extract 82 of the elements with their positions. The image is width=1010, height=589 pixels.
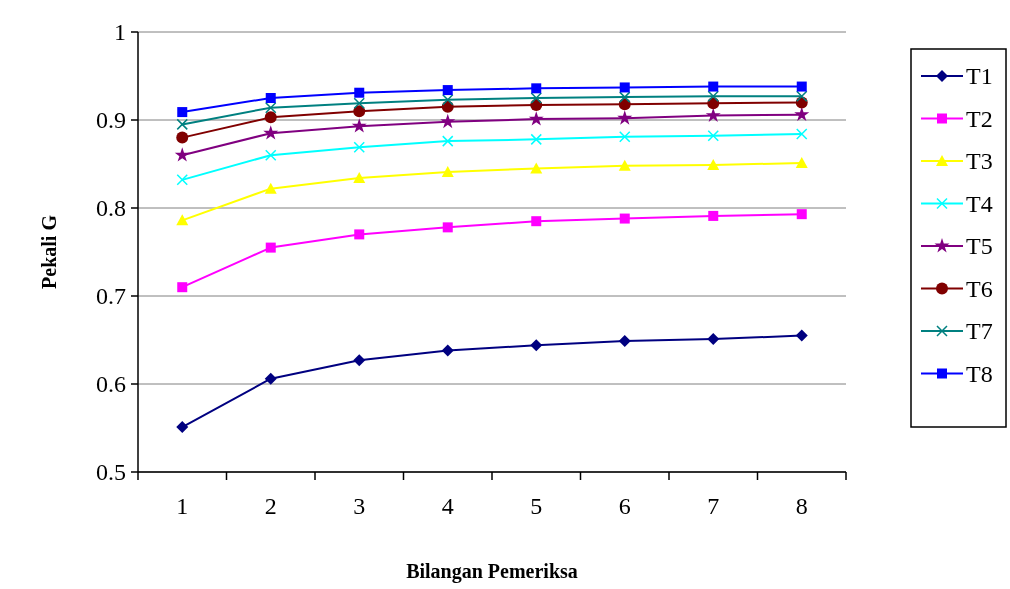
point [353,97,365,110]
point [264,111,277,124]
point [176,421,189,434]
point [354,229,365,240]
point [619,130,631,143]
x-tick-label: 4 [441,493,454,519]
point [618,159,631,171]
point [619,82,630,93]
point [264,372,277,385]
point [353,141,365,154]
y-axis-title: Pekali G [38,214,60,289]
point [265,242,276,253]
point [530,92,542,104]
point [440,113,456,129]
x-tick-label: 6 [618,493,631,519]
point [530,162,543,174]
point [351,118,367,133]
point [176,174,188,186]
point [265,149,277,161]
y-tick-label: 0.7 [96,283,126,310]
x-tick-label: 2 [264,493,277,519]
point [264,182,277,194]
point [617,110,633,125]
x-tick-label: 7 [707,493,720,519]
x-tick-label: 1 [176,493,189,519]
point [354,87,365,98]
legend-label: T6 [966,275,993,302]
point [708,81,719,92]
y-tick-label: 0.9 [96,107,126,134]
point [707,333,720,346]
point [619,213,630,224]
y-tick-label: 0.8 [96,195,126,222]
point [265,101,277,114]
point [705,107,721,122]
point [442,222,453,233]
point [442,85,453,96]
point [707,90,719,102]
point [441,344,454,357]
point [618,334,631,347]
point [528,111,544,126]
point [530,339,543,352]
y-tick-label: 1 [114,19,126,46]
legend-label: T3 [966,148,993,175]
legend-label: T5 [966,233,993,260]
point [177,107,188,118]
point [176,118,188,131]
point [263,125,279,140]
x-tick-label: 5 [530,493,543,519]
y-tick-label: 0.5 [96,459,126,486]
x-tick-label: 3 [353,493,366,519]
point [353,354,366,367]
point [442,135,454,147]
point [796,90,808,102]
point [265,93,276,103]
legend-label: T8 [966,360,993,387]
legend-label: T1 [966,63,993,90]
point [174,147,190,162]
y-tick-label: 0.6 [96,371,126,398]
point [707,158,720,170]
point [796,209,807,220]
point [795,157,808,169]
point [442,94,454,106]
x-axis-title: Bilangan Pemeriksa [406,560,578,583]
point [353,172,366,184]
point [530,133,542,146]
legend-label: T4 [966,190,993,217]
point [176,131,189,144]
point [619,91,631,103]
legend-label: T2 [966,105,993,132]
point [794,106,810,122]
point [708,210,719,221]
legend-label: T7 [966,318,993,345]
point [441,165,454,177]
x-tick-label: 8 [795,493,808,519]
point [176,214,189,226]
point [531,83,542,94]
point [796,81,807,92]
point [177,282,188,293]
point [531,216,542,227]
point [707,130,719,142]
point [796,128,808,140]
point [795,329,808,342]
